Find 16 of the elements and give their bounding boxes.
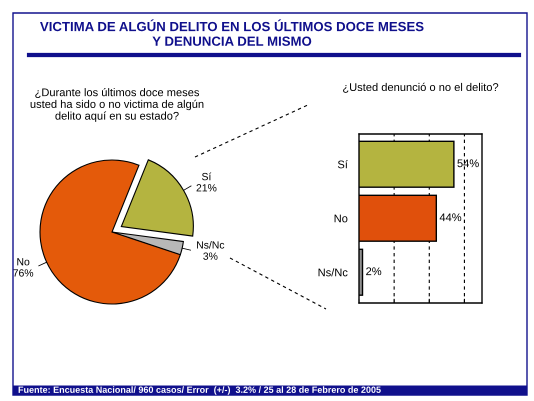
y-tick-label: Ns/Nc (318, 268, 348, 276)
source-note: Fuente: Encuesta Nacional/ 960 casos/ Error (+/-) 3.2% / 25 al 28 de Febrero de 2005 (18, 386, 381, 395)
data-label: 54% (457, 159, 479, 168)
slice-label: No (17, 258, 30, 266)
y-tick-label: Sí (338, 160, 348, 168)
y-tick-label: No (334, 214, 348, 222)
chart-subtitle: ¿Durante los últimos doce meses usted ha sido o no victima de algún delito aquí en su estado? (30, 88, 204, 122)
chart-title: VICTIMA DE ALGÚN DELITO EN LOS ÚLTIMOS DOCE MESES Y DENUNCIA DEL MISMO (40, 19, 424, 46)
chart-title: ¿Usted denunció o no el delito? (343, 82, 498, 93)
data-label: 3% (203, 252, 218, 260)
slice-label: Sí (202, 172, 212, 180)
slice-label: Ns/Nc (197, 240, 224, 249)
data-label: 2% (366, 267, 382, 276)
data-label: 21% (196, 184, 216, 192)
data-label: 44% (440, 213, 462, 222)
data-label: 76% (13, 269, 34, 277)
